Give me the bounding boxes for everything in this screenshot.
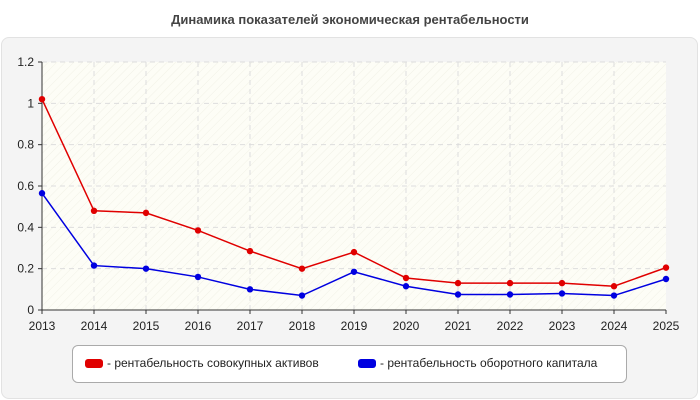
data-point-0[interactable]	[38, 96, 46, 103]
data-point-0[interactable]	[246, 247, 254, 255]
data-point-0[interactable]	[558, 279, 566, 287]
x-tick-label: 2016	[185, 319, 212, 333]
data-point-1[interactable]	[90, 262, 98, 269]
x-tick-label: 2023	[549, 319, 576, 333]
legend: - рентабельность совокупных активов - ре…	[72, 345, 627, 383]
data-point-1[interactable]	[662, 275, 670, 283]
data-point-0[interactable]	[402, 274, 410, 282]
data-point-1[interactable]	[610, 292, 618, 299]
y-tick-label: 0.4	[17, 220, 34, 234]
y-tick-label: 0.8	[17, 138, 34, 152]
x-tick-label: 2019	[341, 319, 368, 333]
legend-label-assets: - рентабельность совокупных активов	[107, 356, 319, 370]
x-axis-ticks: 2013 2014 2015 2016 2017 2018 2019 2020 2021 2022…	[29, 310, 680, 333]
data-point-1[interactable]	[506, 291, 514, 298]
legend-item-assets[interactable]: - рентабельность совокупных активов	[85, 356, 319, 370]
data-point-0[interactable]	[610, 283, 618, 290]
legend-label-working-capital: - рентабельность оборотного капитала	[380, 356, 598, 370]
x-tick-label: 2024	[601, 319, 628, 333]
y-tick-label: 0.2	[17, 262, 34, 276]
data-point-0[interactable]	[662, 264, 670, 271]
data-point-1[interactable]	[246, 286, 254, 293]
data-point-0[interactable]	[454, 279, 462, 287]
x-tick-label: 2015	[133, 319, 160, 333]
y-axis-ticks: 0 0.2 0.4 0.6 0.8 1 1.2	[17, 55, 42, 317]
data-point-1[interactable]	[350, 268, 358, 275]
data-point-1[interactable]	[298, 292, 306, 299]
x-tick-label: 2021	[445, 319, 472, 333]
x-tick-label: 2018	[289, 319, 316, 333]
chart-title: Динамика показателей экономическая рента…	[171, 12, 529, 27]
series-layer	[38, 96, 670, 299]
y-tick-label: 1	[27, 96, 34, 110]
legend-swatch-assets	[85, 358, 103, 368]
legend-swatch-working-capital	[358, 358, 376, 368]
data-point-1[interactable]	[194, 273, 202, 281]
y-tick-label: 1.2	[17, 55, 34, 69]
x-tick-label: 2022	[497, 319, 524, 333]
data-point-1[interactable]	[558, 290, 566, 297]
x-tick-label: 2017	[237, 319, 264, 333]
y-tick-label: 0	[27, 303, 34, 317]
data-point-0[interactable]	[298, 265, 306, 272]
x-tick-label: 2014	[81, 319, 108, 333]
data-point-1[interactable]	[142, 265, 150, 272]
legend-item-working-capital[interactable]: - рентабельность оборотного капитала	[358, 356, 597, 370]
data-point-1[interactable]	[454, 291, 462, 298]
data-point-0[interactable]	[194, 227, 202, 234]
data-point-0[interactable]	[350, 248, 358, 256]
data-point-0[interactable]	[142, 209, 150, 217]
data-point-1[interactable]	[38, 190, 46, 197]
x-tick-label: 2025	[653, 319, 680, 333]
x-tick-label: 2020	[393, 319, 420, 333]
data-point-0[interactable]	[506, 279, 514, 287]
data-point-1[interactable]	[402, 283, 410, 290]
x-tick-label: 2013	[29, 319, 56, 333]
y-tick-label: 0.6	[17, 179, 34, 193]
data-point-0[interactable]	[90, 207, 98, 214]
